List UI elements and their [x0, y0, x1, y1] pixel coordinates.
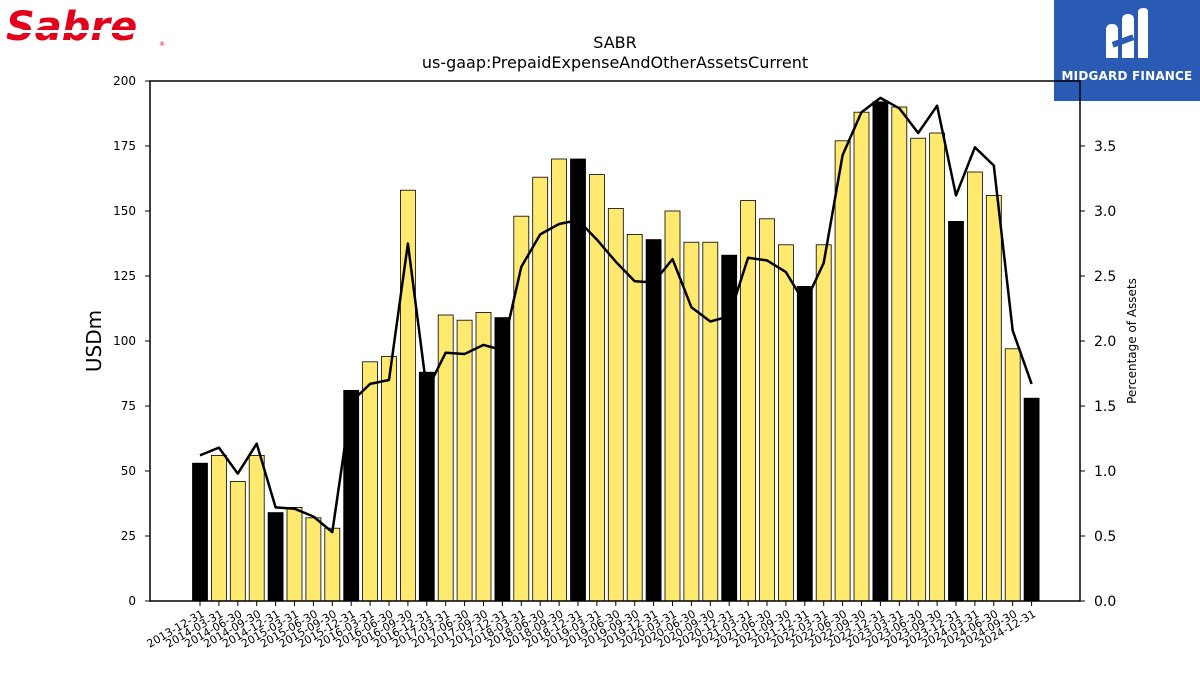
bar — [494, 317, 511, 602]
bar — [948, 220, 964, 602]
y-tick-label: 75 — [121, 399, 136, 413]
y2-tick-label: 3.0 — [1094, 204, 1116, 220]
bar — [210, 454, 227, 602]
bar — [891, 106, 908, 602]
x-axis: 2013-12-312014-03-312014-06-302014-09-30… — [145, 601, 1038, 651]
y-axis-left: 0 25 50 75 100 125 150 175 200 — [113, 74, 150, 608]
bar — [324, 527, 341, 602]
bar — [305, 517, 322, 602]
bar — [910, 137, 927, 602]
bar — [513, 215, 530, 602]
svg-text:®: ® — [159, 41, 165, 48]
bar — [626, 233, 643, 602]
y-tick-label: 150 — [113, 204, 136, 218]
bar — [437, 314, 454, 602]
series-line — [199, 96, 1033, 534]
y2-tick-label: 2.0 — [1094, 334, 1116, 350]
bar — [759, 218, 775, 602]
bar — [532, 176, 549, 602]
sabre-logo: Sabre ® — [4, 4, 165, 48]
midgard-logo-icon — [1106, 8, 1148, 58]
bar — [645, 239, 662, 602]
bar — [343, 389, 360, 602]
y-tick-label: 50 — [121, 464, 136, 478]
bar — [418, 371, 435, 602]
y2-axis-label: Percentage of Assets — [1125, 278, 1139, 404]
bars-group — [192, 101, 1040, 602]
y-tick-label: 100 — [113, 334, 136, 348]
bar — [475, 311, 492, 602]
y2-tick-label: 0.0 — [1094, 594, 1116, 610]
y-tick-label: 25 — [121, 529, 136, 543]
bar — [967, 171, 983, 602]
svg-text:Sabre: Sabre — [6, 4, 137, 48]
y-tick-label: 175 — [113, 139, 136, 153]
midgard-finance-badge: MIDGARD FINANCE — [1054, 0, 1200, 101]
bar — [929, 132, 945, 602]
bar — [248, 454, 265, 602]
bar — [815, 244, 832, 602]
y-axis-label: USDm — [82, 310, 106, 372]
bar — [985, 194, 1002, 602]
y2-tick-label: 3.5 — [1094, 139, 1116, 155]
bar — [229, 480, 246, 602]
bar — [1023, 397, 1040, 602]
badge-text: MIDGARD FINANCE — [1061, 69, 1193, 83]
y2-tick-label: 0.5 — [1094, 529, 1116, 545]
chart-title: SABR — [593, 33, 637, 52]
y2-tick-label: 2.5 — [1094, 269, 1116, 285]
y-tick-label: 0 — [128, 594, 136, 608]
bar — [702, 241, 719, 602]
bar — [362, 361, 379, 602]
y-tick-label: 200 — [113, 74, 136, 88]
bar — [834, 140, 851, 602]
y-axis-right: 0.0 0.5 1.0 1.5 2.0 2.5 3.0 3.5 — [1080, 139, 1116, 610]
bar — [721, 254, 738, 602]
line-group — [199, 96, 1033, 534]
bar — [286, 506, 303, 602]
bar — [872, 101, 889, 602]
y2-tick-label: 1.0 — [1094, 464, 1116, 480]
bar — [1004, 348, 1021, 602]
bar — [267, 512, 284, 602]
y2-tick-label: 1.5 — [1094, 399, 1116, 415]
bar — [381, 356, 397, 602]
chart-subtitle: us-gaap:PrepaidExpenseAndOtherAssetsCurr… — [422, 53, 808, 72]
bar — [456, 319, 473, 602]
bar — [853, 111, 870, 602]
bar — [778, 244, 794, 602]
bar — [192, 462, 208, 602]
bar — [796, 285, 813, 602]
y-tick-label: 125 — [113, 269, 136, 283]
